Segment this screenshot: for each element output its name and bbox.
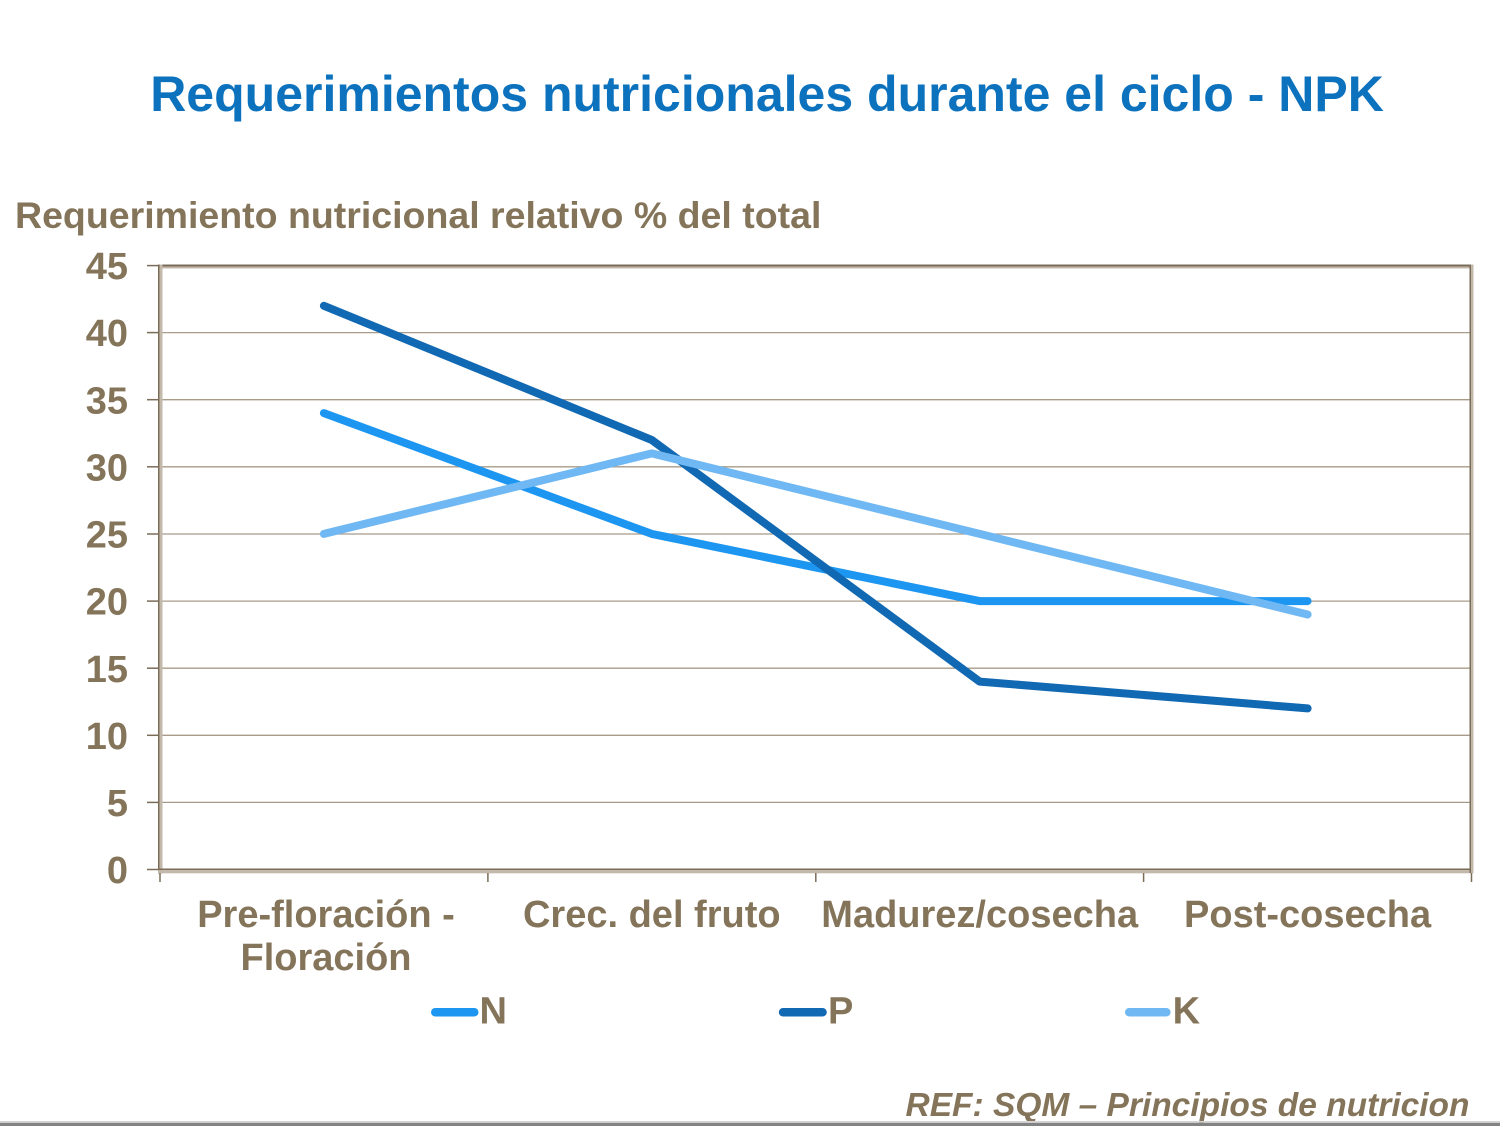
svg-text:Requerimiento nutricional rela: Requerimiento nutricional relativo % del… bbox=[15, 194, 821, 236]
svg-text:30: 30 bbox=[86, 447, 128, 489]
svg-text:25: 25 bbox=[86, 515, 128, 557]
svg-text:5: 5 bbox=[107, 783, 128, 825]
svg-text:45: 45 bbox=[86, 246, 128, 288]
svg-text:15: 15 bbox=[86, 649, 128, 691]
svg-text:Post-cosecha: Post-cosecha bbox=[1184, 894, 1432, 936]
svg-text:0: 0 bbox=[107, 850, 128, 892]
svg-text:Crec. del fruto: Crec. del fruto bbox=[523, 894, 781, 936]
svg-text:Madurez/cosecha: Madurez/cosecha bbox=[821, 894, 1139, 936]
svg-text:N: N bbox=[480, 991, 507, 1033]
svg-text:10: 10 bbox=[86, 716, 128, 758]
svg-text:REF: SQM – Principios de nutri: REF: SQM – Principios de nutricion bbox=[906, 1087, 1470, 1124]
svg-text:Floración: Floración bbox=[240, 937, 411, 979]
svg-text:Requerimientos nutricionales d: Requerimientos nutricionales durante el … bbox=[150, 66, 1384, 122]
svg-text:20: 20 bbox=[86, 582, 128, 624]
svg-text:Pre-floración -: Pre-floración - bbox=[197, 894, 455, 936]
svg-text:40: 40 bbox=[86, 313, 128, 355]
svg-text:K: K bbox=[1173, 991, 1201, 1033]
svg-text:P: P bbox=[828, 991, 853, 1033]
svg-text:35: 35 bbox=[86, 380, 128, 422]
